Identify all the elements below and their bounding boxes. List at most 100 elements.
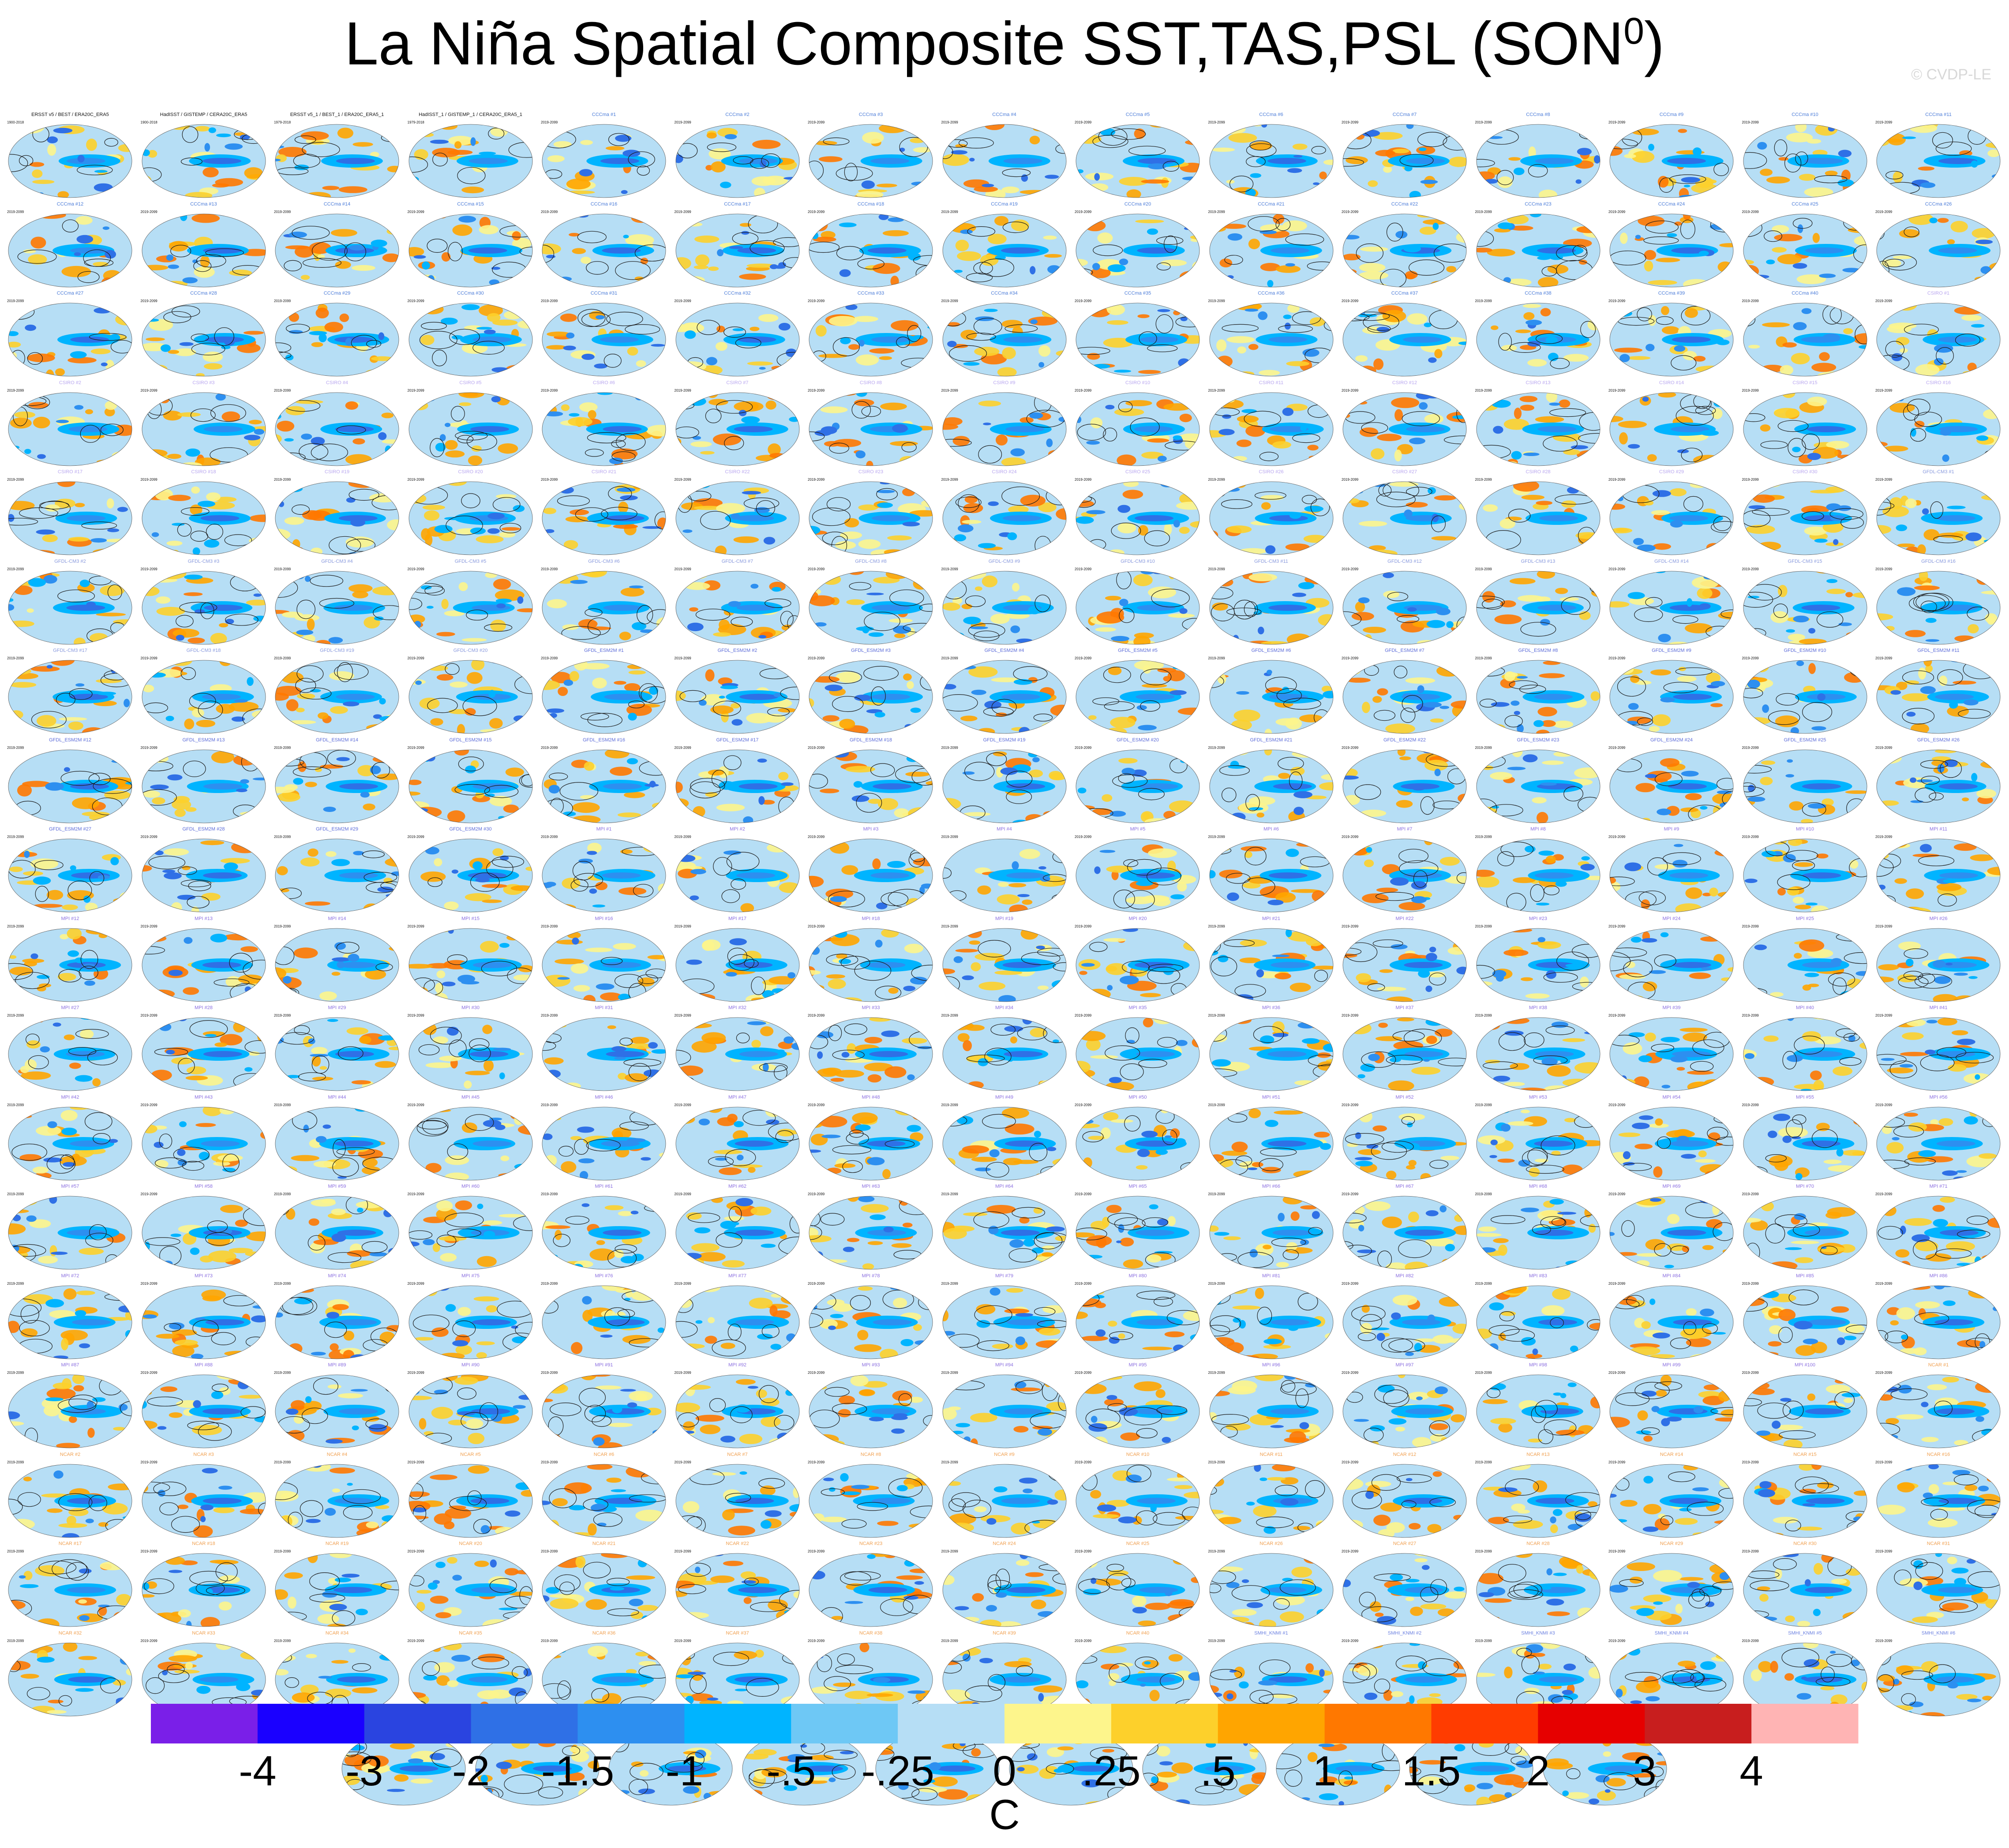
warm-anomaly: [545, 374, 558, 377]
map-panel: CSIRO #7 2019-2099: [674, 381, 802, 469]
cool-anomaly: [1792, 446, 1800, 452]
warm-anomaly: [1303, 535, 1327, 543]
globe-map: [409, 481, 533, 555]
cool-anomaly: [592, 905, 605, 908]
map-panel: CCCma #19 2019-2099: [941, 202, 1068, 290]
warm-anomaly: [436, 674, 453, 681]
cool-anomaly: [1808, 628, 1815, 633]
warm-anomaly: [339, 186, 367, 193]
panel-name: CCCma #27: [6, 291, 134, 296]
warm-anomaly: [1440, 857, 1460, 866]
warm-anomaly: [380, 549, 392, 555]
panel-name: CCCma #37: [1341, 291, 1469, 296]
warm-anomaly: [503, 804, 518, 813]
cool-anomaly: [210, 934, 227, 943]
warm-anomaly: [1685, 887, 1702, 899]
map-panel: ERSST v5 / BEST / ERA20C_ERA5 1900-2018: [6, 112, 134, 201]
cool-anomaly: [1878, 179, 1887, 182]
globe-map: [1743, 213, 1867, 288]
globe-map: [142, 213, 266, 288]
cool-anomaly: [1321, 902, 1334, 906]
panel-name: MPI #9: [1608, 827, 1735, 832]
warm-anomaly: [835, 541, 856, 550]
cool-anomaly: [371, 239, 387, 247]
warm-anomaly: [1219, 258, 1232, 267]
warm-anomaly: [1882, 138, 1903, 142]
globe-map: [409, 392, 533, 466]
panel-name: CCCma #23: [1474, 202, 1602, 207]
cool-anomaly: [37, 454, 46, 459]
warm-anomaly: [345, 401, 358, 410]
cool-anomaly: [1267, 900, 1283, 905]
globe-map: [1743, 571, 1867, 645]
warm-anomaly: [305, 902, 330, 906]
warm-anomaly: [184, 718, 194, 729]
warm-anomaly: [1361, 809, 1386, 816]
warm-anomaly: [994, 216, 1008, 225]
map-panel: GFDL-CM3 #10 2019-2099: [1074, 559, 1202, 647]
warm-anomaly: [219, 623, 228, 627]
map-panel: MPI #7 2019-2099: [1341, 827, 1469, 915]
globe-map: [542, 303, 666, 377]
globe-map: [942, 392, 1067, 466]
warm-anomaly: [592, 677, 607, 688]
cool-anomaly: [926, 124, 933, 129]
warm-anomaly: [1148, 586, 1176, 598]
globe-map: [1342, 481, 1467, 555]
map-panel: GFDL_ESM2M #8 2019-2099: [1474, 648, 1602, 737]
cool-anomaly: [1703, 909, 1714, 913]
globe-map: [1476, 749, 1600, 823]
cool-anomaly: [719, 696, 725, 699]
warm-anomaly: [783, 842, 798, 852]
warm-anomaly: [1285, 718, 1302, 729]
warm-anomaly: [1896, 337, 1910, 345]
cool-anomaly: [75, 1075, 93, 1082]
map-panel: CSIRO #20 2019-2099: [407, 470, 535, 558]
warm-anomaly: [1878, 853, 1889, 859]
warm-anomaly: [1037, 749, 1051, 753]
cool-anomaly: [254, 429, 264, 434]
warm-anomaly: [1476, 571, 1485, 579]
warm-anomaly: [848, 344, 860, 350]
warm-anomaly: [72, 797, 99, 809]
warm-anomaly: [1020, 928, 1038, 940]
warm-anomaly: [1059, 280, 1067, 285]
map-panel: MPI #19 2019-2099: [941, 917, 1068, 1005]
cool-anomaly: [1716, 340, 1729, 345]
cool-anomaly: [887, 861, 906, 868]
cool-anomaly: [687, 622, 703, 631]
cool-anomaly: [1429, 946, 1436, 952]
cool-anomaly: [488, 690, 495, 698]
map-panel: CSIRO #4 2019-2099: [273, 381, 401, 469]
cool-anomaly: [1265, 545, 1275, 554]
panel-name: MPI #20: [1074, 917, 1202, 921]
warm-anomaly: [1650, 670, 1671, 676]
warm-anomaly: [233, 754, 256, 765]
warm-anomaly: [1497, 176, 1512, 188]
globe-map: [1342, 749, 1467, 823]
cool-anomaly: [1227, 233, 1242, 241]
warm-anomaly: [524, 844, 532, 848]
cool-anomaly: [458, 216, 476, 222]
cold-tongue-core: [1673, 694, 1712, 700]
globe-map: [1876, 838, 2001, 913]
globe-map: [675, 928, 800, 1002]
cool-anomaly: [1013, 679, 1032, 685]
warm-anomaly: [1617, 638, 1632, 644]
cool-anomaly: [959, 191, 975, 196]
panel-name: CCCma #32: [674, 291, 802, 296]
panel-name: CSIRO #18: [140, 470, 268, 475]
cool-anomaly: [869, 632, 884, 636]
panel-name: CSIRO #25: [1074, 470, 1202, 475]
warm-anomaly: [689, 607, 698, 611]
cool-anomaly: [1525, 320, 1542, 325]
cool-anomaly: [1173, 435, 1182, 440]
panel-name: MPI #28: [140, 1006, 268, 1010]
warm-anomaly: [624, 683, 640, 692]
warm-anomaly: [75, 216, 93, 224]
cool-anomaly: [542, 636, 553, 642]
warm-anomaly: [492, 848, 503, 856]
cool-anomaly: [1549, 255, 1563, 260]
warm-anomaly: [413, 807, 442, 818]
warm-anomaly: [1476, 906, 1485, 913]
